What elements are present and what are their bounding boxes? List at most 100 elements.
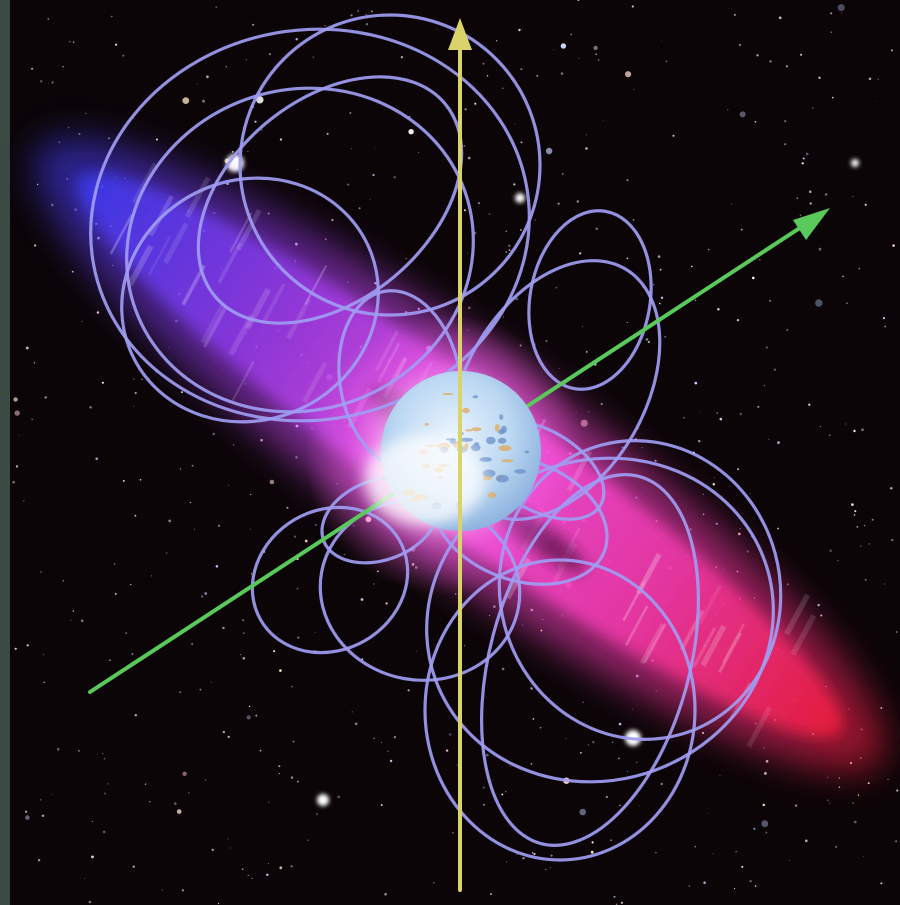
surface-spot <box>487 492 497 498</box>
background-star <box>868 543 871 545</box>
background-star <box>746 550 749 553</box>
background-star <box>350 14 353 17</box>
background-star <box>777 441 780 444</box>
background-star <box>242 657 246 660</box>
background-star <box>290 865 293 868</box>
background-star <box>877 78 879 81</box>
beam-streak <box>697 584 722 626</box>
beam-streak <box>217 242 242 284</box>
surface-spot <box>499 414 504 420</box>
background-star <box>312 56 314 58</box>
background-star <box>385 602 388 605</box>
background-star <box>830 12 833 15</box>
background-star <box>34 244 37 247</box>
background-star <box>380 742 382 743</box>
background-star <box>210 681 212 683</box>
background-star <box>796 197 799 200</box>
background-star <box>880 882 883 885</box>
background-star <box>279 866 283 870</box>
background-star <box>501 667 505 671</box>
background-star <box>491 779 493 781</box>
background-star <box>530 763 533 765</box>
background-star <box>794 804 798 807</box>
background-star <box>139 479 142 481</box>
background-star <box>738 532 741 536</box>
background-star <box>838 786 841 788</box>
background-star <box>505 230 508 232</box>
background-star <box>351 711 353 713</box>
surface-spot <box>500 425 507 434</box>
background-star <box>632 708 634 710</box>
background-star <box>600 403 603 405</box>
background-star <box>405 257 407 260</box>
background-star <box>482 786 485 789</box>
background-star <box>44 396 47 399</box>
background-star <box>51 794 53 796</box>
arrow-up-icon <box>448 18 472 50</box>
background-star <box>31 418 34 421</box>
surface-spot <box>497 437 507 444</box>
background-star <box>890 49 894 52</box>
background-star <box>896 631 898 633</box>
rotation-axis <box>448 18 472 892</box>
beam-streak <box>162 222 189 265</box>
background-star <box>218 902 220 905</box>
background-star <box>562 173 564 175</box>
background-star <box>297 169 298 170</box>
background-star <box>483 803 486 806</box>
background-star <box>830 31 833 33</box>
background-star <box>769 300 771 302</box>
background-star <box>95 457 98 461</box>
background-star <box>654 459 657 462</box>
background-star <box>290 776 294 779</box>
background-star <box>71 270 74 273</box>
background-star <box>659 268 662 271</box>
background-star <box>502 87 504 90</box>
background-star <box>243 632 245 634</box>
background-star <box>653 283 655 286</box>
background-star <box>861 428 864 432</box>
background-star <box>162 889 164 891</box>
background-star <box>837 559 839 562</box>
background-star <box>40 571 42 573</box>
background-star <box>612 741 614 743</box>
field-line-loop <box>423 558 697 862</box>
background-star <box>108 137 110 140</box>
background-star <box>638 805 640 807</box>
background-star <box>712 853 714 855</box>
background-star <box>597 59 600 61</box>
background-star <box>229 847 231 849</box>
background-star <box>694 381 698 385</box>
background-star <box>884 583 886 585</box>
background-star <box>520 68 523 71</box>
background-star <box>72 610 75 612</box>
background-star <box>182 97 190 104</box>
background-star <box>387 750 389 752</box>
background-star <box>505 251 508 253</box>
beam-streak <box>304 264 328 306</box>
background-star <box>72 41 75 43</box>
surface-spot <box>459 437 473 442</box>
background-star <box>240 654 242 656</box>
background-star <box>737 468 740 471</box>
background-star <box>358 207 361 210</box>
background-star <box>67 126 70 129</box>
background-star <box>132 865 135 868</box>
beam-streak <box>109 214 133 255</box>
background-star <box>151 575 152 577</box>
beam-streak <box>643 623 667 664</box>
field-line-loop <box>250 505 410 655</box>
background-star <box>324 25 326 27</box>
background-star <box>829 802 831 804</box>
background-star <box>786 583 789 586</box>
background-star <box>393 736 397 739</box>
background-star <box>518 28 521 32</box>
background-star <box>206 75 209 79</box>
background-star <box>261 129 263 131</box>
background-star <box>122 479 125 482</box>
field-line-loop <box>480 473 700 847</box>
background-star <box>701 731 705 735</box>
background-star <box>694 846 696 848</box>
background-star <box>890 487 893 490</box>
background-star <box>613 895 616 898</box>
